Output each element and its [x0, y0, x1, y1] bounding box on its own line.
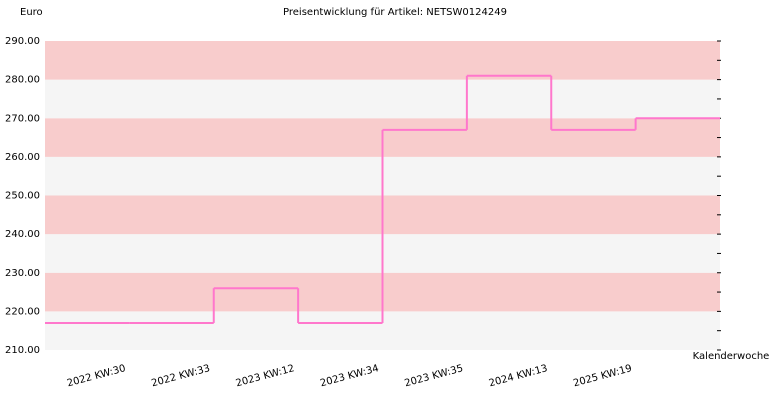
y-tick-label: 250.00: [5, 191, 40, 202]
chart-title: Preisentwicklung für Artikel: NETSW01242…: [283, 7, 507, 18]
y-axis-label: Euro: [20, 7, 43, 18]
x-tick-label: 2022 KW:33: [150, 363, 211, 389]
x-tick-label: 2024 KW:13: [488, 363, 549, 389]
x-axis-label: Kalenderwoche: [693, 351, 770, 362]
y-tick-label: 290.00: [5, 36, 40, 47]
y-tick-label: 230.00: [5, 268, 40, 279]
y-tick-label: 280.00: [5, 75, 40, 86]
x-tick-label: 2023 KW:34: [319, 363, 380, 389]
x-tick-label: 2022 KW:30: [66, 363, 127, 389]
x-tick-label: 2025 KW:19: [572, 363, 633, 389]
y-tick-label: 270.00: [5, 113, 40, 124]
background-band: [45, 79, 720, 119]
y-tick-label: 220.00: [5, 306, 40, 317]
background-band: [45, 41, 720, 80]
x-tick-label: 2023 KW:35: [403, 363, 464, 389]
x-tick-label: 2023 KW:12: [235, 363, 296, 389]
y-tick-label: 210.00: [5, 345, 40, 356]
y-tick-label: 260.00: [5, 152, 40, 163]
y-tick-label: 240.00: [5, 229, 40, 240]
